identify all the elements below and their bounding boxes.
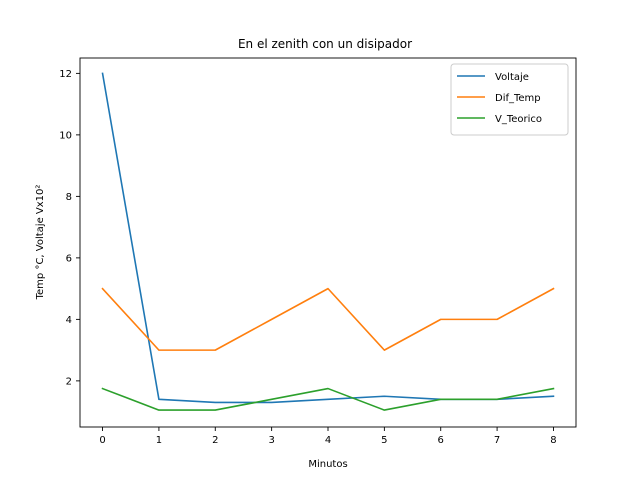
y-tick-label: 2: [66, 376, 72, 387]
x-axis-label: Minutos: [308, 459, 347, 470]
series-line-v-teorico: [101, 387, 555, 411]
y-tick-label: 12: [59, 69, 72, 80]
x-tick-label: 7: [494, 435, 500, 446]
series-line-dif-temp: [101, 287, 555, 351]
x-tick-label: 4: [325, 435, 331, 446]
legend-label: Voltaje: [495, 72, 529, 83]
y-tick-label: 8: [66, 192, 72, 203]
legend: Voltaje Dif_Temp V_Teorico: [450, 63, 569, 136]
legend-label: Dif_Temp: [495, 93, 541, 104]
y-tick-label: 4: [66, 315, 72, 326]
y-tick-label: 10: [59, 130, 72, 141]
x-tick-label: 8: [550, 435, 556, 446]
chart-title: En el zenith con un disipador: [238, 37, 412, 51]
x-tick-label: 5: [381, 435, 387, 446]
x-tick-label: 3: [268, 435, 274, 446]
x-tick-label: 0: [99, 435, 105, 446]
y-axis-ticks: 2 4 6 8 10 12: [59, 69, 80, 387]
y-tick-label: 6: [66, 253, 72, 264]
x-tick-label: 2: [212, 435, 218, 446]
legend-label: V_Teorico: [495, 114, 542, 125]
plot-lines: [101, 72, 555, 411]
y-axis-label: Temp °C, Voltaje Vx10²: [35, 185, 46, 301]
x-tick-label: 1: [156, 435, 162, 446]
x-tick-label: 6: [438, 435, 444, 446]
x-axis-ticks: 0 1 2 3 4 5 6 7 8: [99, 427, 557, 446]
